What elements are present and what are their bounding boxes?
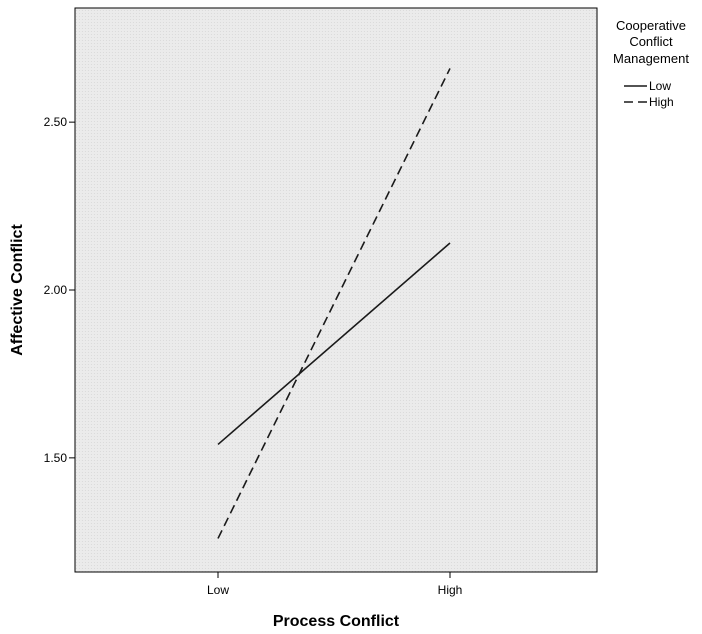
legend-title-line-1: Cooperative (616, 18, 686, 33)
y-tick-label: 2.50 (44, 115, 68, 129)
y-tick-label: 2.00 (44, 283, 68, 297)
x-axis: Low High (207, 572, 462, 597)
y-axis: 1.50 2.00 2.50 (44, 115, 75, 465)
plot-area (74, 7, 598, 573)
legend-title-line-2: Conflict (629, 34, 673, 49)
legend: Cooperative Conflict Management Low High (613, 18, 689, 109)
legend-label-low: Low (649, 79, 671, 93)
y-axis-title: Affective Conflict (9, 224, 26, 356)
series-lines (217, 68, 451, 539)
x-axis-title: Process Conflict (273, 613, 400, 630)
x-tick-label: Low (207, 583, 229, 597)
legend-title-line-3: Management (613, 51, 689, 66)
legend-label-high: High (649, 95, 674, 109)
x-tick-label: High (438, 583, 463, 597)
series-line-high (217, 68, 451, 539)
y-tick-label: 1.50 (44, 451, 68, 465)
series-line-low (217, 242, 451, 446)
